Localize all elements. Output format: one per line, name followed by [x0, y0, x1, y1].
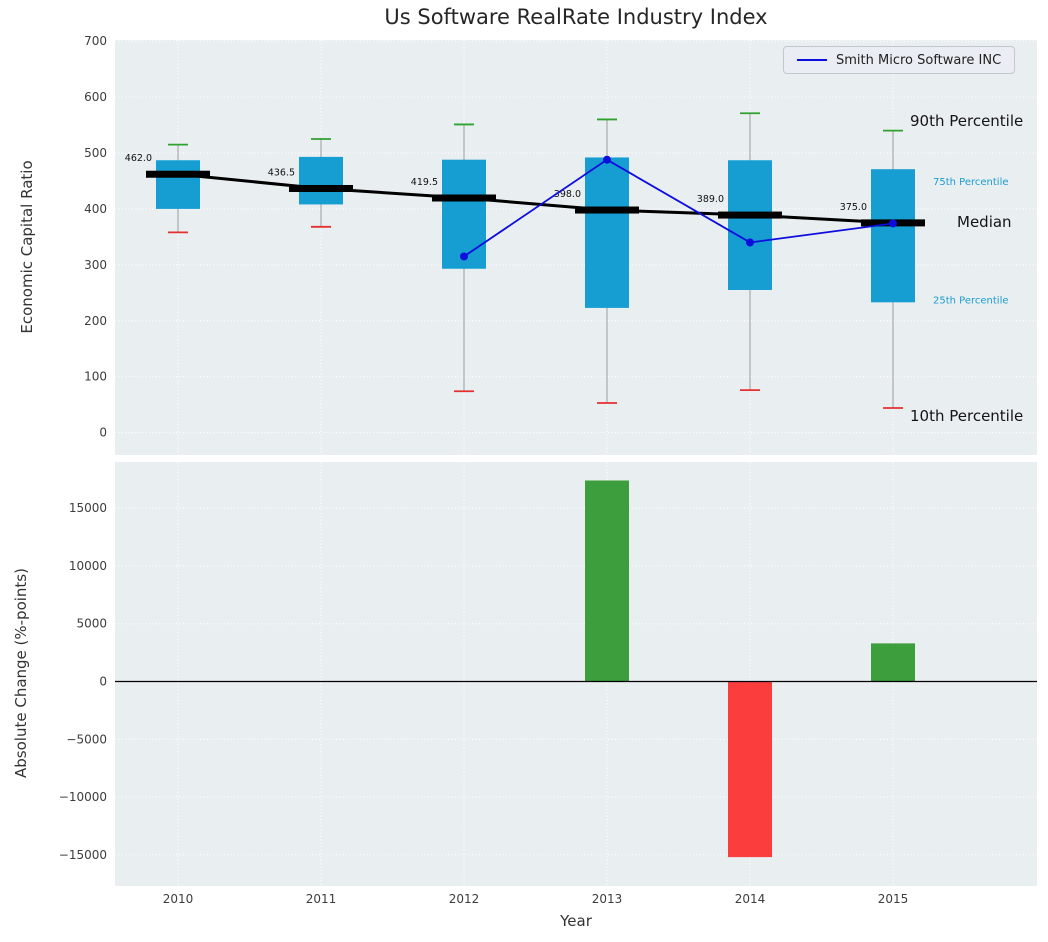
iqr-box-2010: [156, 160, 200, 209]
bar-2013: [585, 480, 629, 682]
y-tick-label-top: 200: [84, 314, 107, 328]
median-value-label-2013: 398.0: [554, 189, 581, 200]
y-tick-label-bottom: −5000: [66, 732, 107, 746]
x-tick-label: 2014: [735, 892, 766, 906]
iqr-box-2014: [728, 160, 772, 291]
median-bar-2010: [146, 170, 210, 178]
y-axis-label-top: Economic Capital Ratio: [18, 160, 36, 334]
x-tick-label: 2015: [878, 892, 909, 906]
y-tick-label-top: 400: [84, 202, 107, 216]
company-point-2013: [603, 155, 611, 164]
y-tick-label-top: 600: [84, 90, 107, 104]
y-tick-label-top: 300: [84, 258, 107, 272]
y-tick-label-top: 500: [84, 146, 107, 160]
median-value-label-2015: 375.0: [840, 202, 867, 213]
y-tick-label-top: 0: [99, 426, 107, 440]
x-tick-label: 2013: [592, 892, 623, 906]
median-bar-2013: [575, 206, 639, 214]
bar-2014: [728, 681, 772, 858]
x-tick-label: 2012: [449, 892, 480, 906]
x-tick-label: 2011: [306, 892, 337, 906]
y-axis-label-bottom: Absolute Change (%-points): [12, 568, 30, 778]
y-tick-label-bottom: −15000: [59, 848, 107, 862]
x-axis-label: Year: [560, 912, 592, 930]
company-line: [463, 158, 894, 258]
bar-2015: [871, 643, 915, 682]
median-value-label-2010: 462.0: [125, 153, 152, 164]
iqr-box-2011: [299, 156, 343, 205]
iqr-box-2015: [871, 169, 915, 303]
y-tick-label-bottom: 0: [99, 675, 107, 689]
chart-title: Us Software RealRate Industry Index: [384, 5, 768, 29]
annotation-25th-percentile: 25th Percentile: [933, 295, 1009, 306]
median-bar-2012: [432, 194, 496, 202]
median-value-label-2014: 389.0: [697, 194, 724, 205]
y-tick-label-bottom: −10000: [59, 790, 107, 804]
legend: Smith Micro Software INC: [783, 46, 1016, 74]
median-value-label-2012: 419.5: [411, 177, 438, 188]
y-tick-label-top: 100: [84, 370, 107, 384]
median-value-label-2011: 436.5: [268, 167, 295, 178]
annotation-90th-percentile: 90th Percentile: [910, 112, 1023, 130]
y-tick-label-top: 700: [84, 34, 107, 48]
annotation-75th-percentile: 75th Percentile: [933, 177, 1009, 188]
y-tick-label-bottom: 15000: [69, 501, 107, 515]
y-tick-label-bottom: 10000: [69, 559, 107, 573]
iqr-box-2013: [585, 157, 629, 308]
median-bar-2014: [718, 211, 782, 219]
company-point-2014: [746, 238, 754, 247]
y-tick-label-bottom: 5000: [76, 617, 107, 631]
company-point-2012: [460, 252, 468, 261]
median-bar-2011: [289, 184, 353, 192]
annotation-10th-percentile: 10th Percentile: [910, 407, 1023, 425]
annotation-median: Median: [957, 213, 1012, 231]
legend-line-sample: [797, 59, 827, 61]
iqr-box-2012: [442, 159, 486, 269]
legend-label: Smith Micro Software INC: [836, 52, 1002, 68]
x-tick-label: 2010: [163, 892, 194, 906]
company-point-2015: [889, 219, 897, 228]
